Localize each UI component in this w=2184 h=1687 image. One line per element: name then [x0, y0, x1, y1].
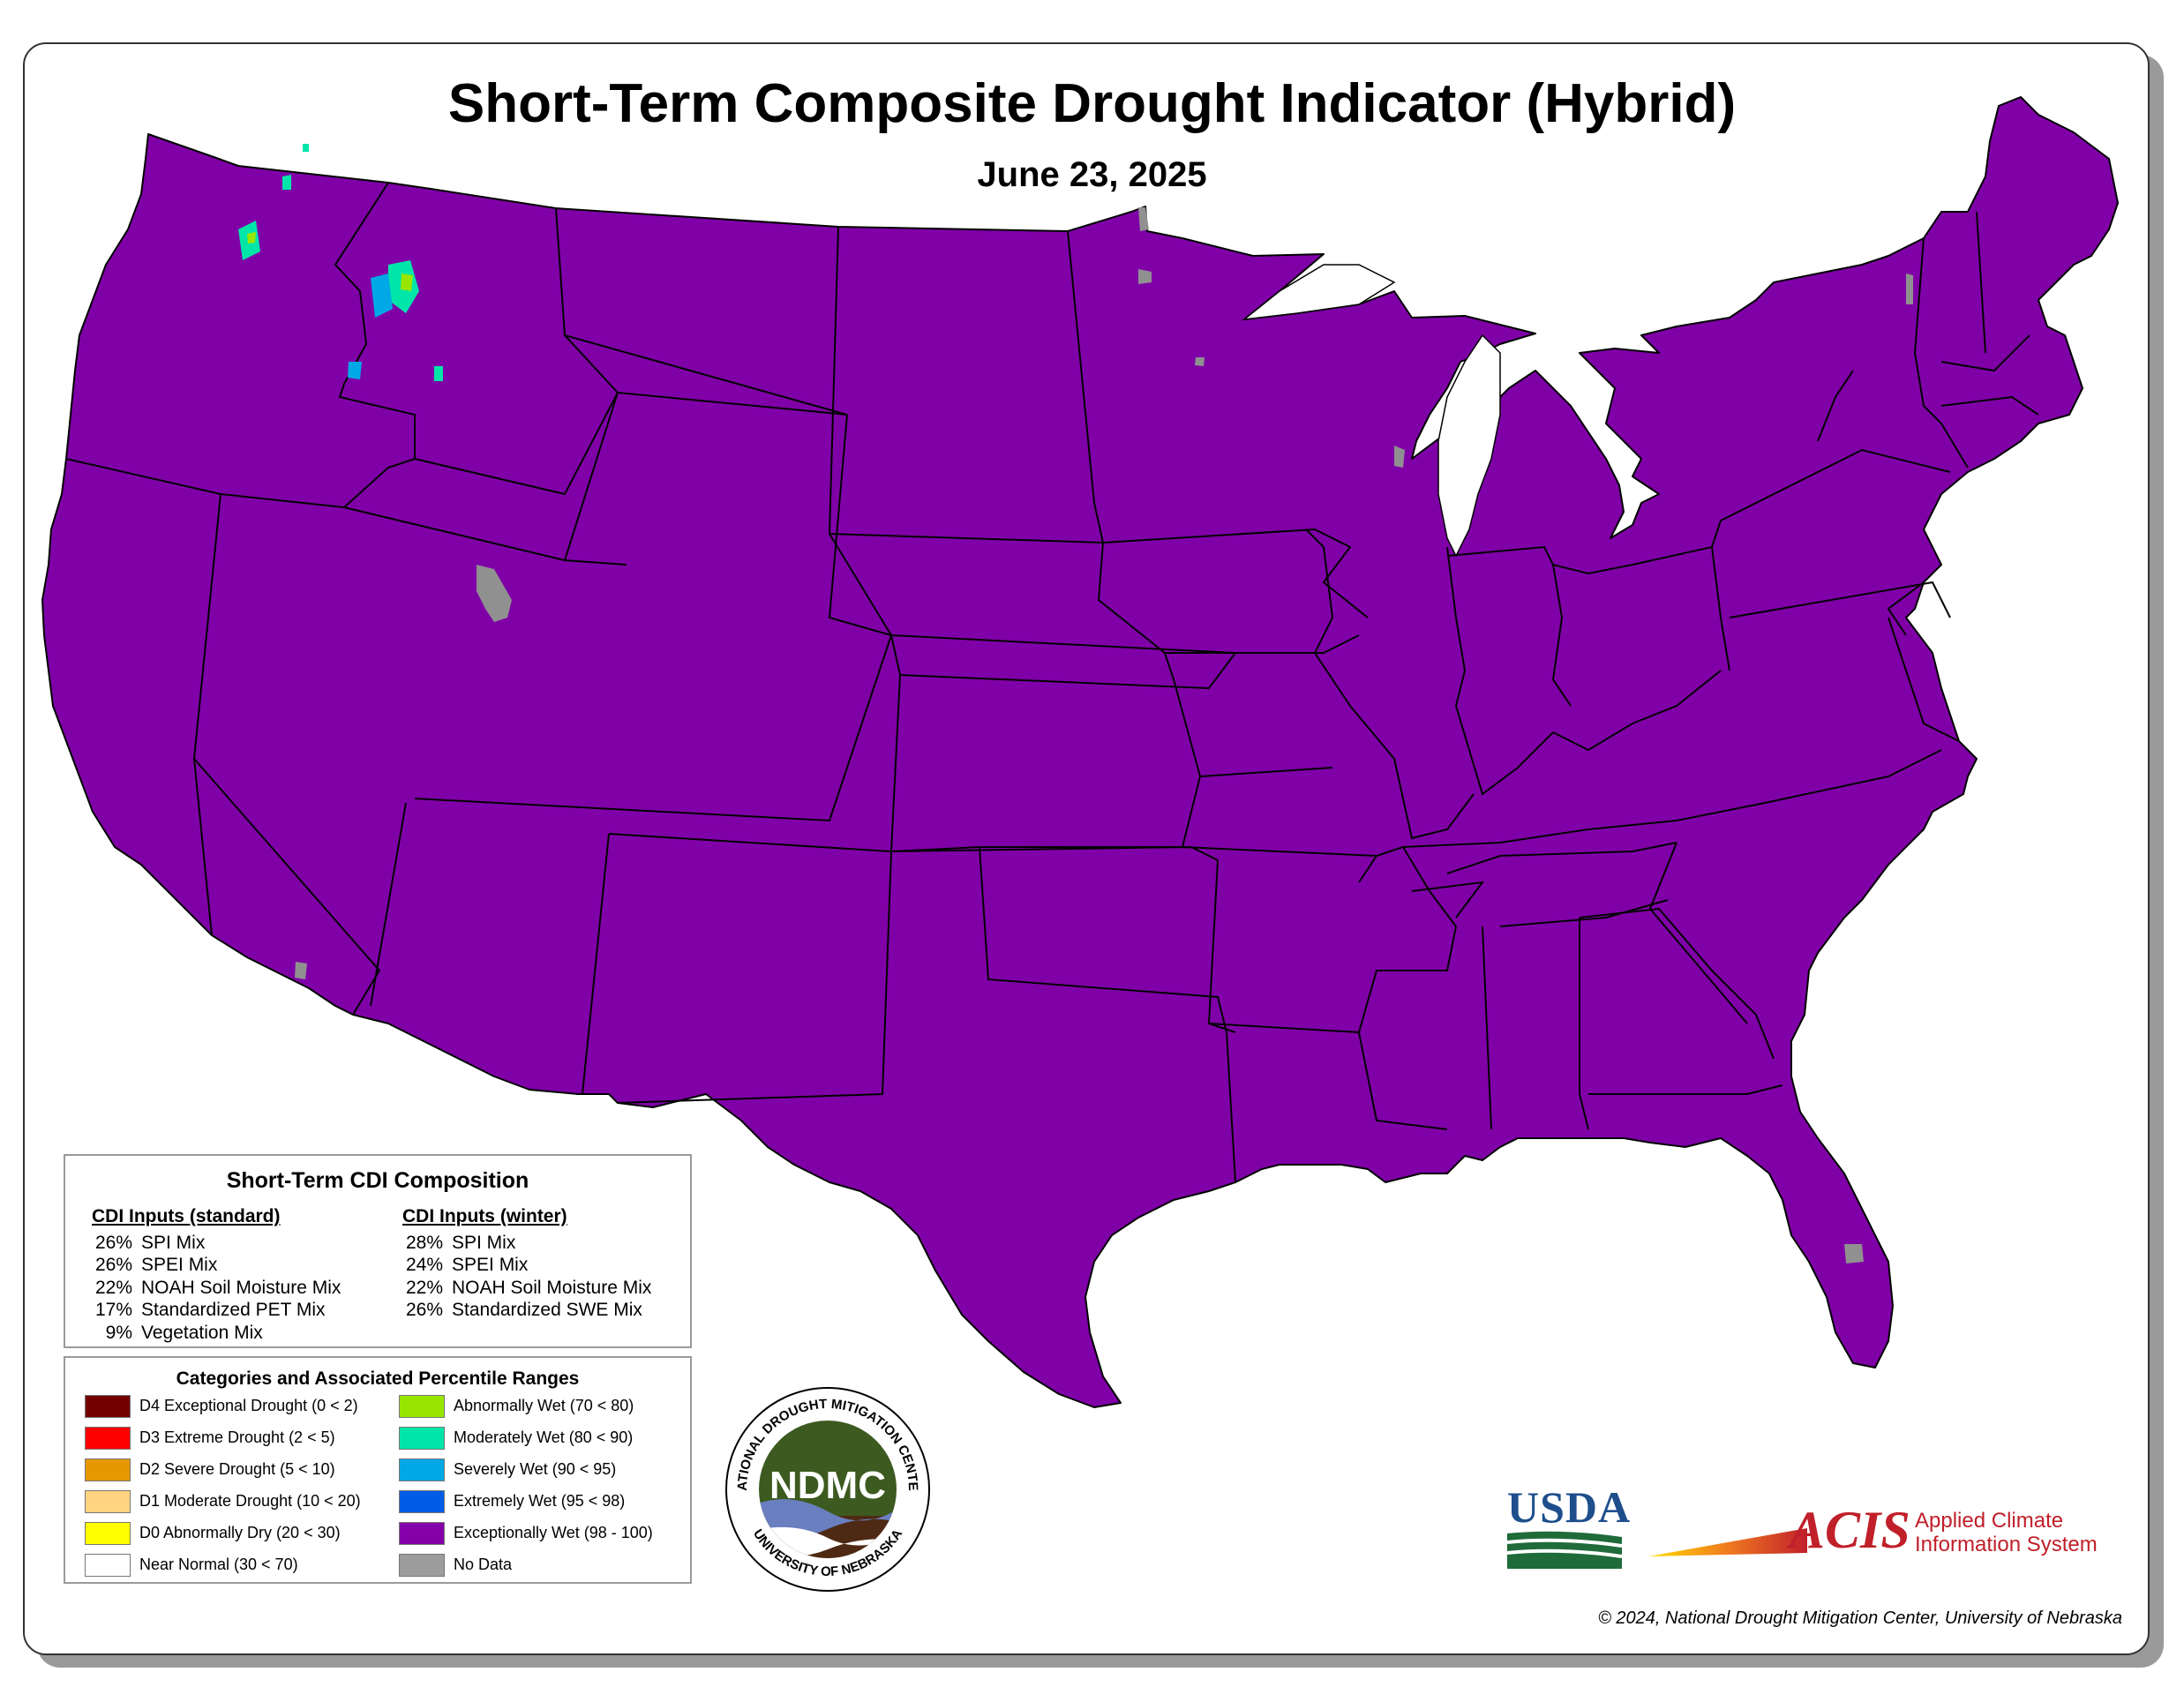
acis-wordmark: ACIS — [1790, 1501, 1910, 1559]
legend-swatch — [399, 1395, 445, 1419]
copyright: © 2024, National Drought Mitigation Cent… — [1598, 1608, 2122, 1628]
legend-item: D0 Abnormally Dry (20 < 30) — [85, 1520, 341, 1546]
conus-landmass — [41, 96, 2119, 1408]
standard-inputs: CDI Inputs (standard) 26% SPI Mix 26% SPEI… — [92, 1205, 341, 1344]
acis-swoosh-icon — [1648, 1528, 1807, 1556]
acis-logo: ACIS Applied Climate Information System — [1648, 1501, 2098, 1568]
legend-item: Moderately Wet (80 < 90) — [399, 1425, 633, 1451]
legend-title: Categories and Associated Percentile Ran… — [176, 1368, 580, 1389]
ndmc-wordmark: NDMC — [769, 1464, 886, 1507]
standard-row: 26% SPI Mix — [94, 1232, 206, 1253]
no-data-areas — [295, 207, 1913, 1263]
legend-item: D1 Moderate Drought (10 < 20) — [85, 1488, 361, 1514]
winter-row: 26% Standardized SWE Mix — [405, 1300, 642, 1320]
legend-swatch — [399, 1522, 445, 1546]
legend-swatch — [399, 1427, 445, 1451]
legend-item: Severely Wet (90 < 95) — [399, 1457, 616, 1482]
legend-item: Extremely Wet (95 < 98) — [399, 1488, 625, 1514]
legend-item: D3 Extreme Drought (2 < 5) — [85, 1425, 335, 1451]
legend-item: No Data — [399, 1552, 512, 1578]
legend-swatch — [85, 1458, 131, 1482]
standard-row: 17% Standardized PET Mix — [94, 1300, 326, 1320]
winter-inputs: CDI Inputs (winter) 28% SPI Mix 24% SPEI M… — [402, 1205, 651, 1322]
winter-row: 22% NOAH Soil Moisture Mix — [405, 1277, 652, 1298]
lake-superior-shore — [1242, 264, 1396, 321]
legend-item: Near Normal (30 < 70) — [85, 1552, 298, 1578]
composition-title: Short-Term CDI Composition — [226, 1168, 529, 1193]
winter-row: 24% SPEI Mix — [405, 1255, 529, 1275]
legend-item: D2 Severe Drought (5 < 10) — [85, 1457, 335, 1482]
standard-row: 22% NOAH Soil Moisture Mix — [94, 1277, 341, 1298]
wet-specks — [238, 144, 443, 381]
legend-swatch — [85, 1522, 131, 1546]
legend-swatch — [85, 1427, 131, 1451]
standard-heading: CDI Inputs (standard) — [92, 1206, 281, 1226]
standard-row: 9% Vegetation Mix — [105, 1322, 263, 1343]
map-date: June 23, 2025 — [977, 155, 1207, 194]
usda-logo: USDA — [1506, 1482, 1632, 1573]
legend-item: D4 Exceptional Drought (0 < 2) — [85, 1393, 358, 1419]
composition-box: Short-Term CDI Composition CDI Inputs (s… — [64, 1154, 692, 1348]
map-title: Short-Term Composite Drought Indicator (… — [447, 73, 1737, 134]
usda-field-icon — [1506, 1531, 1623, 1569]
categories-legend: Categories and Associated Percentile Ran… — [64, 1356, 692, 1584]
standard-row: 26% SPEI Mix — [94, 1255, 218, 1275]
ndmc-logo: NDMC NATIONAL DROUGHT MITIGATION CENTER … — [722, 1383, 930, 1592]
legend-swatch — [85, 1554, 131, 1578]
winter-heading: CDI Inputs (winter) — [402, 1206, 567, 1226]
usda-wordmark: USDA — [1507, 1482, 1632, 1532]
acis-subtitle: Applied Climate Information System — [1915, 1509, 2098, 1556]
legend-swatch — [85, 1395, 131, 1419]
legend-swatch — [85, 1490, 131, 1514]
legend-item: Exceptionally Wet (98 - 100) — [399, 1520, 653, 1546]
legend-swatch — [399, 1490, 445, 1514]
winter-row: 28% SPI Mix — [405, 1232, 516, 1253]
legend-swatch — [399, 1554, 445, 1578]
legend-swatch — [399, 1458, 445, 1482]
state-borders — [65, 182, 2039, 1183]
legend-item: Abnormally Wet (70 < 80) — [399, 1393, 634, 1419]
